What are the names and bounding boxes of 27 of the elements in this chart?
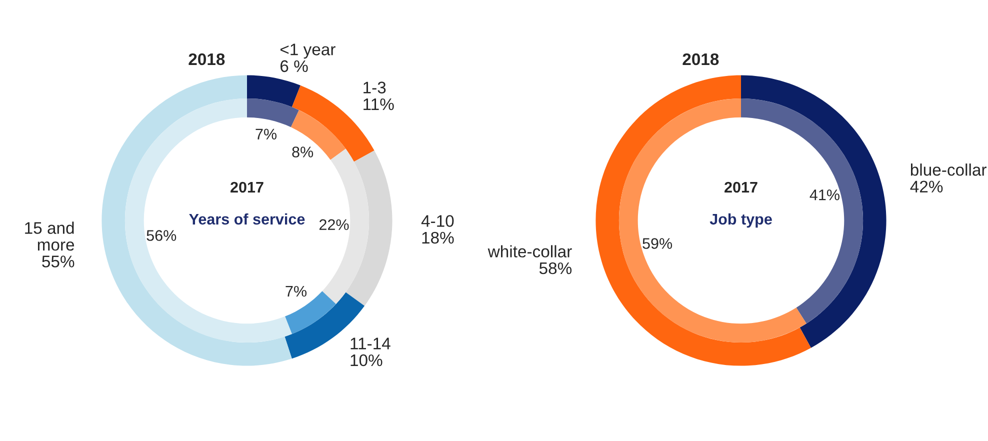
data-label: 59% bbox=[642, 238, 672, 249]
slice-label: <1 year bbox=[280, 44, 336, 59]
slice-label: white-collar bbox=[488, 245, 572, 258]
data-label: 7% bbox=[256, 128, 277, 140]
slice-label: 11-14 bbox=[350, 338, 390, 350]
slice-label: blue-collar bbox=[910, 164, 986, 176]
data-label: 7% bbox=[286, 286, 306, 297]
slice-label: 4-10 bbox=[421, 215, 454, 227]
text: Job type bbox=[710, 213, 772, 228]
slice-label: 2018 bbox=[188, 53, 225, 66]
data-label: 22% bbox=[319, 219, 349, 230]
slice-label: 15 and more bbox=[25, 222, 74, 251]
slice-label: 2018 bbox=[682, 53, 719, 66]
slice-label: 2017 bbox=[724, 182, 758, 193]
data-label: 55% bbox=[42, 256, 74, 268]
data-label: 11% bbox=[364, 98, 394, 110]
slice-label: 1-3 bbox=[364, 82, 386, 94]
data-label: 41% bbox=[810, 190, 840, 200]
data-label: 18% bbox=[422, 232, 454, 244]
data-label: 42% bbox=[910, 180, 943, 192]
data-label: 10% bbox=[350, 354, 382, 366]
data-label: 56% bbox=[146, 230, 176, 241]
data-label: 6 % bbox=[280, 60, 308, 72]
slice-label: 2017 bbox=[230, 182, 264, 193]
text: Years of service bbox=[189, 213, 305, 225]
data-label: 8% bbox=[292, 146, 314, 158]
data-label: 58% bbox=[539, 262, 572, 274]
